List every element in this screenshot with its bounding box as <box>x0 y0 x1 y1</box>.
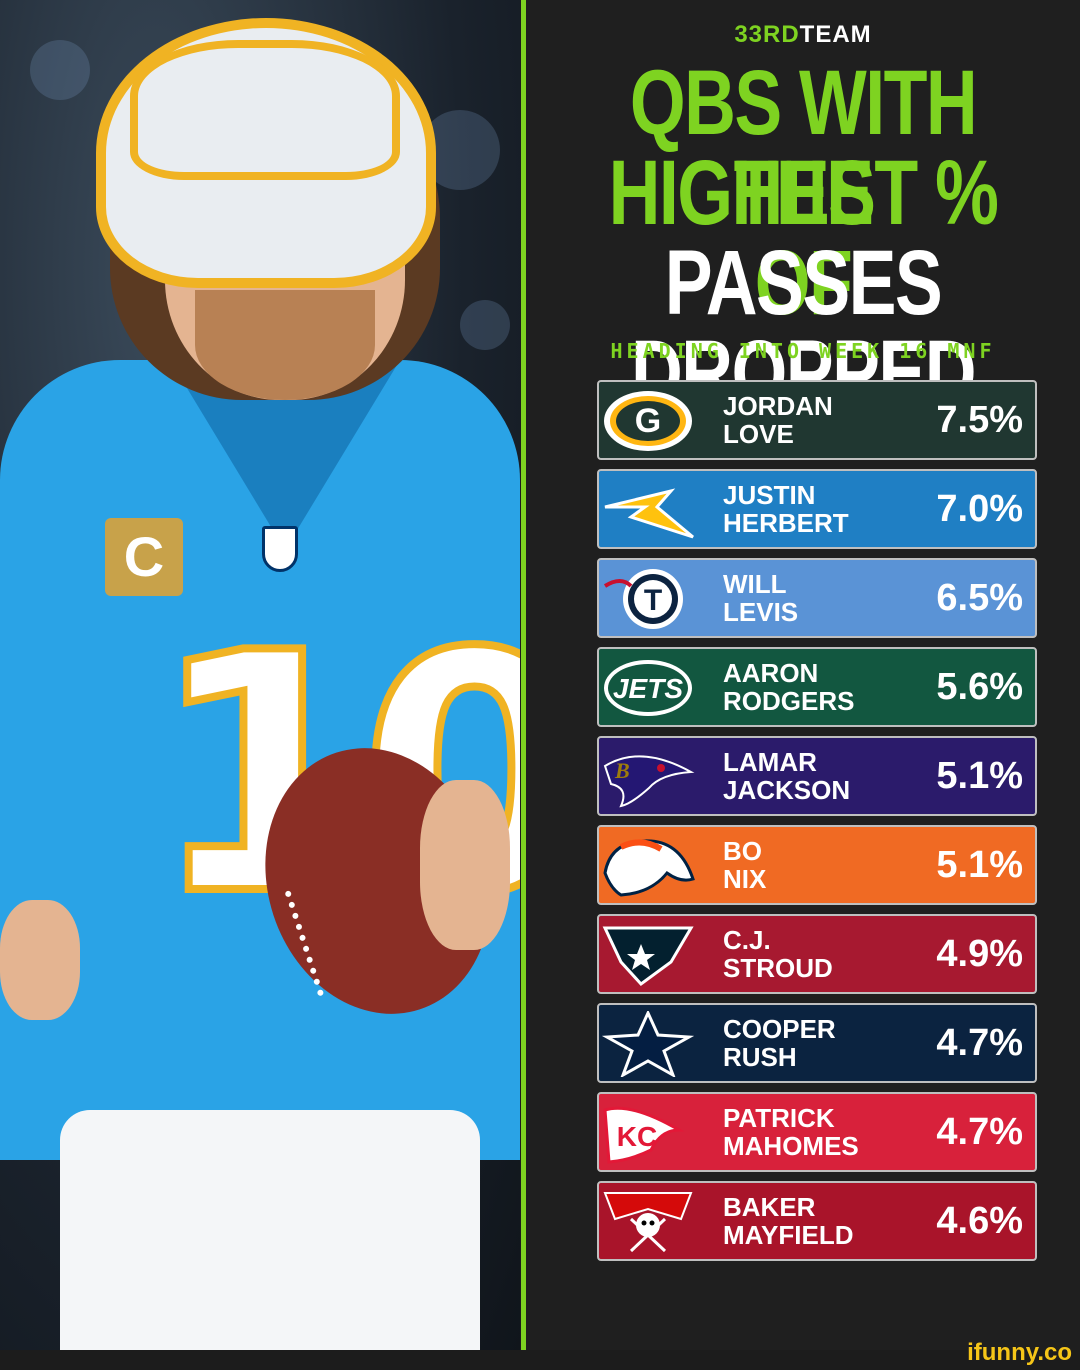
chiefs-logo-icon: KC <box>601 1100 695 1166</box>
player-hand <box>0 900 80 1020</box>
captain-patch: C <box>105 518 183 596</box>
qb-first-name: AARON <box>723 658 819 688</box>
player-photo: 10 C <box>0 0 520 1350</box>
qb-name: LAMAR JACKSON <box>723 748 903 804</box>
qb-last-name: LOVE <box>723 419 794 449</box>
qb-last-name: MAYFIELD <box>723 1220 854 1250</box>
texans-logo-icon <box>601 922 695 988</box>
stats-panel: 33RDTEAM QBS WITH THE HIGHEST % OF PASSE… <box>526 0 1080 1350</box>
brand-suffix: TEAM <box>799 21 872 48</box>
qb-last-name: STROUD <box>723 953 833 983</box>
headline-line-2: HIGHEST % OF <box>608 142 999 334</box>
qb-row: COOPER RUSH 4.7% <box>597 1003 1037 1083</box>
drop-percentage: 5.1% <box>936 844 1023 886</box>
helmet-facemask <box>130 40 400 180</box>
packers-logo-icon: G <box>601 388 695 454</box>
drop-percentage: 7.5% <box>936 399 1023 441</box>
watermark: ifunny.co <box>967 1339 1072 1366</box>
svg-text:KC: KC <box>617 1121 657 1152</box>
qb-name: JORDAN LOVE <box>723 392 903 448</box>
drop-percentage: 4.7% <box>936 1022 1023 1064</box>
qb-name: JUSTIN HERBERT <box>723 481 903 537</box>
cowboys-logo-icon <box>601 1011 695 1077</box>
jets-logo-icon: JETS <box>601 655 695 721</box>
qb-name: AARON RODGERS <box>723 659 903 715</box>
brand-logo: 33RDTEAM <box>526 20 1080 50</box>
nfl-shield-icon <box>262 526 298 572</box>
drop-percentage: 5.1% <box>936 755 1023 797</box>
drop-percentage: 5.6% <box>936 666 1023 708</box>
brand-prefix: 33RD <box>734 21 800 48</box>
qb-last-name: RUSH <box>723 1042 797 1072</box>
qb-first-name: JUSTIN <box>723 480 816 510</box>
headline-line-1: QBS WITH THE <box>629 52 978 244</box>
svg-text:G: G <box>635 402 661 440</box>
ravens-logo-icon: B <box>601 744 695 810</box>
qb-last-name: LEVIS <box>723 597 799 627</box>
qb-list: G JORDAN LOVE 7.5% JUSTIN HERBERT 7.0% T WILL LEV… <box>597 380 1037 1270</box>
qb-last-name: JACKSON <box>723 775 851 805</box>
qb-first-name: JORDAN <box>723 391 833 421</box>
player-hand <box>420 780 510 950</box>
qb-first-name: BAKER <box>723 1192 816 1222</box>
qb-row: B LAMAR JACKSON 5.1% <box>597 736 1037 816</box>
player-beard <box>195 290 375 400</box>
qb-last-name: RODGERS <box>723 686 855 716</box>
qb-last-name: NIX <box>723 864 767 894</box>
background-light <box>30 40 90 100</box>
qb-name: COOPER RUSH <box>723 1015 903 1071</box>
qb-name: PATRICK MAHOMES <box>723 1104 903 1160</box>
qb-row: JUSTIN HERBERT 7.0% <box>597 469 1037 549</box>
qb-name: BO NIX <box>723 837 903 893</box>
qb-first-name: BO <box>723 836 762 866</box>
qb-row: BO NIX 5.1% <box>597 825 1037 905</box>
svg-text:B: B <box>614 758 630 783</box>
qb-row: G JORDAN LOVE 7.5% <box>597 380 1037 460</box>
drop-percentage: 7.0% <box>936 488 1023 530</box>
drop-percentage: 6.5% <box>936 577 1023 619</box>
svg-text:T: T <box>644 584 662 617</box>
broncos-logo-icon <box>601 833 695 899</box>
background-light <box>460 300 510 350</box>
qb-name: WILL LEVIS <box>723 570 903 626</box>
qb-first-name: LAMAR <box>723 747 817 777</box>
qb-row: JETS AARON RODGERS 5.6% <box>597 647 1037 727</box>
qb-first-name: WILL <box>723 569 787 599</box>
chargers-logo-icon <box>601 477 695 543</box>
qb-name: BAKER MAYFIELD <box>723 1193 903 1249</box>
qb-first-name: PATRICK <box>723 1103 835 1133</box>
subhead: HEADING INTO WEEK 16 MNF <box>610 339 996 363</box>
drop-percentage: 4.6% <box>936 1200 1023 1242</box>
qb-last-name: MAHOMES <box>723 1131 859 1161</box>
drop-percentage: 4.7% <box>936 1111 1023 1153</box>
qb-row: T WILL LEVIS 6.5% <box>597 558 1037 638</box>
qb-row: C.J. STROUD 4.9% <box>597 914 1037 994</box>
qb-row: BAKER MAYFIELD 4.6% <box>597 1181 1037 1261</box>
drop-percentage: 4.9% <box>936 933 1023 975</box>
titans-logo-icon: T <box>601 566 695 632</box>
svg-text:JETS: JETS <box>613 673 683 704</box>
green-divider <box>521 0 526 1350</box>
qb-name: C.J. STROUD <box>723 926 903 982</box>
qb-row: KC PATRICK MAHOMES 4.7% <box>597 1092 1037 1172</box>
qb-last-name: HERBERT <box>723 508 849 538</box>
qb-first-name: C.J. <box>723 925 771 955</box>
player-pants <box>60 1110 480 1350</box>
qb-first-name: COOPER <box>723 1014 836 1044</box>
buccaneers-logo-icon <box>601 1189 695 1255</box>
